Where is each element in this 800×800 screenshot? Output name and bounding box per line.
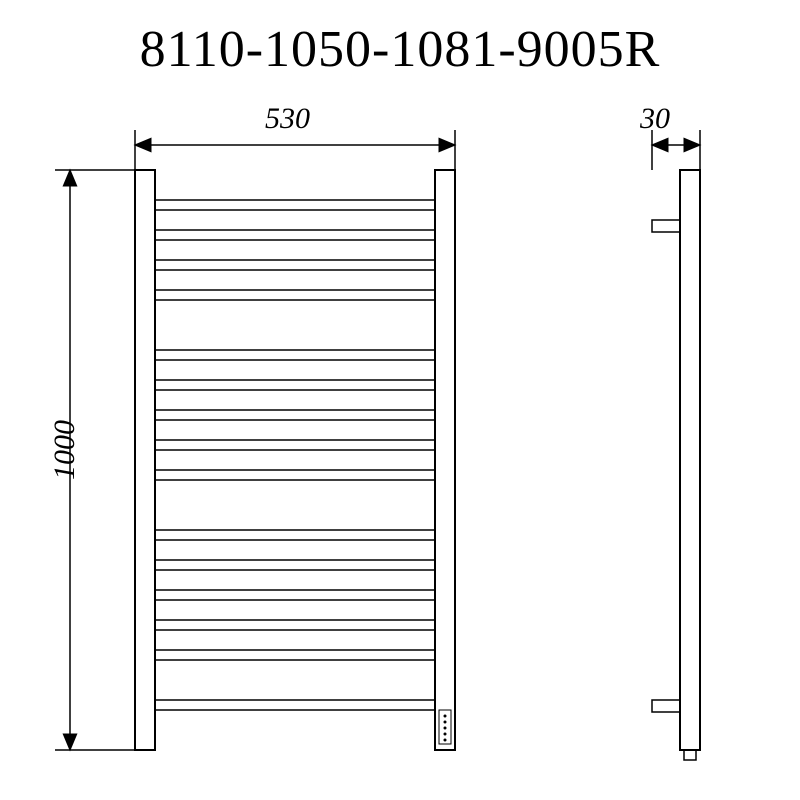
depth-dimension [652,130,700,170]
technical-drawing [0,0,800,800]
front-view [135,170,455,750]
rungs [155,200,435,710]
width-dimension [135,130,455,170]
side-view [652,170,700,760]
height-dimension [55,170,135,750]
